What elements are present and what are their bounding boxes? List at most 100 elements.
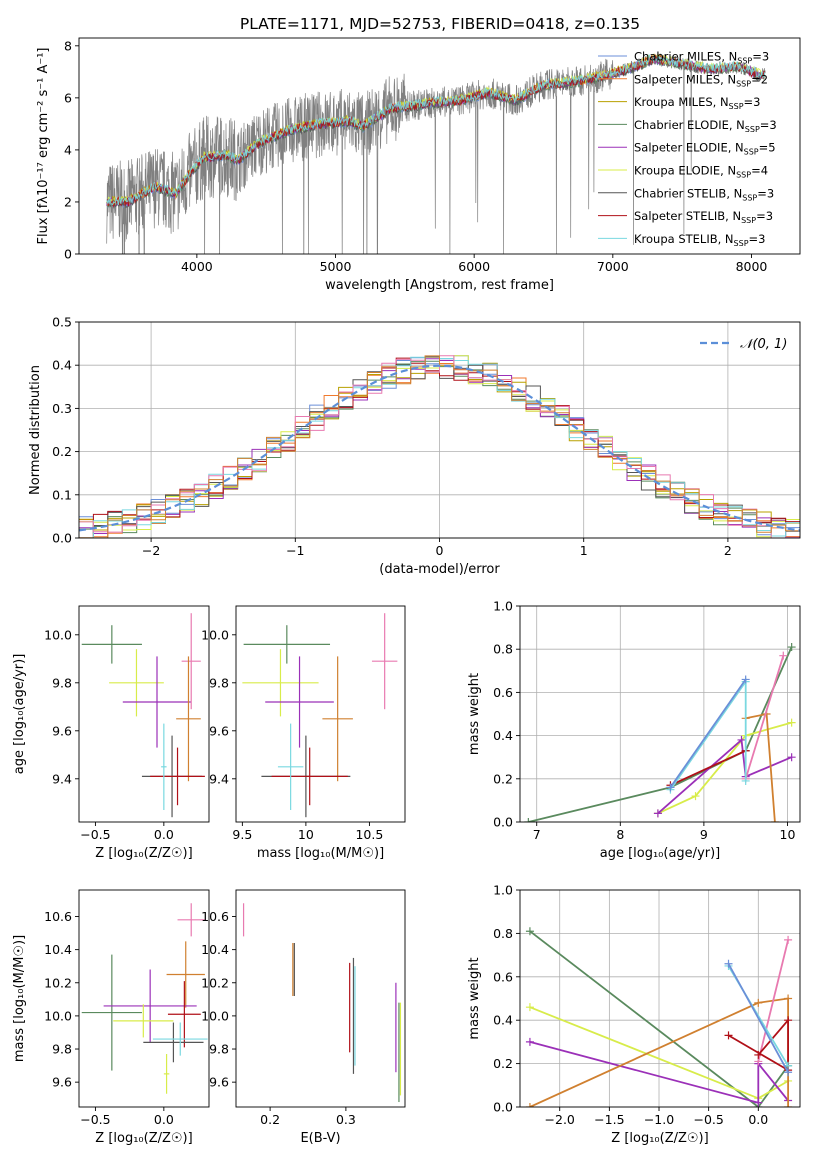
weight-point-marker <box>754 998 763 1007</box>
y-axis-label: mass weight <box>467 673 482 755</box>
weight-point-marker <box>741 776 750 785</box>
legend-label-text: Chabrier STELIB, N <box>634 186 742 200</box>
weight-point-marker <box>784 935 793 944</box>
y-tick-label: 9.8 <box>209 1042 229 1057</box>
y-tick-label: 0.4 <box>493 728 513 743</box>
legend-label: Kroupa STELIB, NSSP=3 <box>634 232 765 248</box>
weight-point-marker <box>784 1103 793 1107</box>
y-tick-label: 9.6 <box>209 1075 229 1090</box>
legend-label-text: Kroupa STELIB, N <box>634 232 734 246</box>
x-tick-label: 0 <box>436 543 444 558</box>
weight-point-marker <box>653 809 662 818</box>
y-tick-label: 0.4 <box>52 358 72 373</box>
weight-point-marker <box>724 1031 733 1040</box>
x-tick-label: 10.5 <box>355 827 383 842</box>
y-tick-label: 0 <box>64 247 72 262</box>
legend-label-sub: SSP <box>745 125 760 134</box>
legend-label-tail: =3 <box>760 118 777 132</box>
legend-label-tail: =3 <box>752 50 769 64</box>
axes-massweight-age: 7 8 9 10 0.0 0.2 0.4 0.6 0.8 1.0 age [log₁₀(age/yr… <box>467 599 801 861</box>
legend-label-text: Chabrier MILES, N <box>634 50 737 64</box>
weight-point-marker <box>784 1016 793 1025</box>
weight-point-marker <box>525 1003 534 1012</box>
plots-layer: 4000 5000 6000 7000 8000 0 2 4 6 8 wavelength [Ang… <box>12 37 801 1146</box>
y-tick-label: 10.0 <box>44 627 72 642</box>
y-tick-label: 1.0 <box>493 883 513 898</box>
y-axis-label: Flux [fλ10⁻¹⁷ erg cm⁻² s⁻¹ A⁻¹] <box>36 48 51 245</box>
x-axis-label: Z [log₁₀(Z/Z☉)] <box>95 846 192 861</box>
weight-series-line <box>727 963 789 1073</box>
x-tick-label: 8000 <box>736 259 768 274</box>
y-tick-label: 0.1 <box>52 487 72 502</box>
axes-frame <box>519 605 801 823</box>
y-tick-label: 0.0 <box>493 815 513 830</box>
x-axis-label: wavelength [Angstrom, rest frame] <box>325 278 554 293</box>
x-tick-label: 7000 <box>597 259 629 274</box>
y-tick-label: 10.6 <box>44 909 72 924</box>
weight-point-marker <box>754 1098 763 1107</box>
legend-label: Salpeter MILES, NSSP=2 <box>634 72 768 88</box>
legend-label-sub: SSP <box>742 193 757 202</box>
y-tick-label: 0.2 <box>493 771 513 786</box>
weight-point-marker <box>779 651 788 660</box>
x-tick-label: 10 <box>780 827 796 842</box>
weight-series-line <box>529 930 789 1107</box>
y-tick-label: 8 <box>64 38 72 53</box>
axes-frame <box>78 605 210 823</box>
x-axis-label: Z [log₁₀(Z/Z☉)] <box>611 1131 708 1146</box>
weight-point-marker <box>770 818 779 822</box>
normal-curve <box>79 364 800 532</box>
weight-point-marker <box>525 1103 534 1107</box>
weight-point-marker <box>691 792 700 801</box>
x-tick-label: 9.5 <box>232 827 252 842</box>
x-axis-label: Z [log₁₀(Z/Z☉)] <box>95 1131 192 1146</box>
weight-series-line <box>657 738 792 815</box>
x-tick-label: 1 <box>580 543 588 558</box>
legend-label: Chabrier STELIB, NSSP=3 <box>634 186 774 202</box>
weight-point-marker <box>787 643 796 652</box>
plot-area-mass-Z <box>81 903 208 1094</box>
weight-point-marker <box>787 718 796 727</box>
weight-point-marker <box>525 1037 534 1046</box>
axes-mass-ebv: 0.2 0.3 9.6 9.8 10.0 10.2 10.4 10.6 E(B-V) <box>201 889 406 1146</box>
x-axis-label: (data-model)/error <box>379 562 500 577</box>
legend-label-text: Kroupa MILES, N <box>634 95 729 109</box>
plot-area-age-Z <box>81 613 205 818</box>
x-tick-label: 5000 <box>320 259 352 274</box>
legend-label-tail: =3 <box>749 232 766 246</box>
legend-label-sub: SSP <box>736 79 751 88</box>
y-tick-label: 9.6 <box>209 723 229 738</box>
axes-age-Z: −0.5 0.0 9.4 9.6 9.8 10.0 Z [log₁₀(Z/Z☉)] age [… <box>12 605 210 861</box>
legend-label: Kroupa ELODIE, NSSP=4 <box>634 164 768 180</box>
legend-label-sub: SSP <box>736 171 751 180</box>
legend-label-text: Salpeter STELIB, N <box>634 209 741 223</box>
x-tick-label: −0.5 <box>693 1112 723 1127</box>
spectrum-model-kroupa_stelib <box>106 53 766 206</box>
legend-label-text: Salpeter MILES, N <box>634 72 736 86</box>
x-axis-label: mass [log₁₀(M/M☉)] <box>257 846 384 861</box>
figure-title: PLATE=1171, MJD=52753, FIBERID=0418, z=0… <box>240 15 640 33</box>
plot-area-mass-ebv <box>242 903 402 1103</box>
y-tick-label: 0.0 <box>493 1100 513 1115</box>
weight-point-marker <box>524 818 533 822</box>
weight-series-line <box>529 1041 789 1104</box>
x-tick-label: −1.5 <box>594 1112 624 1127</box>
x-tick-label: −1 <box>286 543 304 558</box>
y-tick-label: 9.4 <box>209 771 229 786</box>
y-tick-label: 0.5 <box>52 315 72 330</box>
x-tick-label: −0.5 <box>80 1112 110 1127</box>
weight-point-marker <box>784 1068 793 1077</box>
y-tick-label: 9.6 <box>52 723 72 738</box>
y-tick-label: 0.8 <box>493 642 513 657</box>
y-tick-label: 0.6 <box>493 969 513 984</box>
y-tick-label: 0.2 <box>52 444 72 459</box>
x-tick-label: 4000 <box>181 259 213 274</box>
weight-point-marker <box>787 753 796 762</box>
legend-label: Chabrier ELODIE, NSSP=3 <box>634 118 777 134</box>
axes-frame <box>519 889 801 1108</box>
x-tick-label: 0.2 <box>260 1112 280 1127</box>
weight-series-line <box>757 939 789 1062</box>
y-tick-label: 10.0 <box>44 1008 72 1023</box>
y-axis-label: Normed distribution <box>28 365 43 495</box>
weight-point-marker <box>737 735 746 744</box>
